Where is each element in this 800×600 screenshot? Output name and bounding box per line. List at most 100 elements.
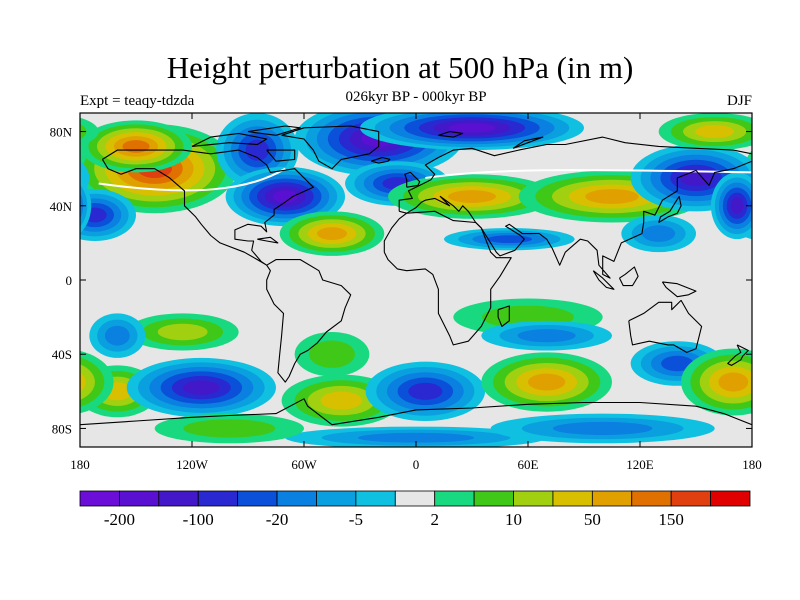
x-tick-label: 120W: [176, 457, 209, 472]
colorbar-label: -100: [183, 510, 214, 529]
colorbar-box: [276, 490, 317, 507]
contour-band: [183, 419, 276, 438]
colorbar-box: [119, 490, 160, 507]
contour-band: [157, 323, 208, 341]
coastline: [592, 270, 615, 290]
x-tick-label: 180: [742, 457, 762, 472]
contour-band: [408, 382, 443, 400]
contour-band: [448, 123, 496, 133]
colorbar-box: [591, 490, 633, 507]
contour-band: [80, 117, 99, 146]
colorbar-box: [631, 490, 672, 507]
contour-band: [585, 189, 639, 204]
anomaly-feature: [360, 113, 584, 151]
coastline: [727, 344, 749, 366]
anomaly-feature: [285, 426, 547, 447]
contour-band: [183, 380, 220, 395]
map-axes: 180 120W 60W 0 60E 120E 180 80N 40N 0 40S 80S: [50, 113, 762, 472]
y-tick-label: 80S: [52, 421, 72, 436]
x-tick-label: 120E: [626, 457, 654, 472]
anomaly-feature: [294, 331, 370, 377]
anomaly-feature: [80, 348, 752, 416]
contour-band: [730, 197, 744, 214]
anomaly-feature: [80, 113, 752, 151]
colorbar-box: [355, 490, 396, 507]
contour-band: [552, 421, 653, 436]
anomaly-feature: [481, 352, 612, 412]
contour-band: [317, 227, 347, 240]
contour-band: [272, 190, 298, 203]
colorbar-label: 2: [430, 510, 439, 529]
colorbar-label: -5: [349, 510, 363, 529]
contour-band: [80, 372, 86, 392]
anomaly-feature: [279, 211, 385, 256]
anomaly-feature: [126, 313, 239, 351]
contour-band: [517, 329, 576, 343]
y-tick-label: 80N: [50, 125, 73, 140]
colorbar-label: -20: [266, 510, 289, 529]
zero-contour-line: [98, 167, 286, 192]
coastline: [266, 259, 352, 383]
x-tick-label: 0: [413, 457, 420, 472]
anomaly-feature: [365, 361, 486, 422]
contour-band: [448, 190, 496, 203]
colorbar-box: [158, 490, 199, 507]
anomaly-feature: [80, 120, 192, 173]
coastline: [247, 125, 301, 136]
colorbar-box: [434, 490, 475, 507]
colorbar-box: [710, 490, 751, 507]
contour-band: [122, 140, 150, 153]
coastline: [497, 305, 510, 327]
contour-band: [486, 235, 533, 244]
contour-band: [661, 355, 694, 372]
colorbar-box: [79, 490, 120, 507]
anomaly-feature: [154, 413, 304, 444]
coastline: [383, 210, 512, 346]
season-label: DJF: [726, 93, 752, 109]
x-tick-label: 180: [70, 457, 90, 472]
coastline: [101, 149, 314, 266]
colorbar-box: [237, 490, 278, 507]
coastline: [371, 156, 391, 164]
anomaly-feature: [621, 215, 697, 253]
contour-band: [642, 225, 676, 242]
colorbar-box: [197, 490, 239, 507]
coastline: [628, 299, 703, 353]
contour-band: [718, 372, 749, 392]
chart-subtitle: 026kyr BP - 000kyr BP: [345, 89, 487, 105]
anomaly-feature: [126, 357, 277, 418]
anomaly-feature: [80, 172, 752, 240]
colorbar-label: 150: [658, 510, 684, 529]
chart-title: Height perturbation at 500 hPa (in m): [166, 50, 634, 85]
colorbar-box: [552, 490, 593, 507]
coastline: [661, 281, 697, 298]
colorbar-labels: -200 -100 -20 -5 2 10 50 150: [104, 510, 684, 529]
contour-band: [357, 432, 475, 443]
coastline: [619, 266, 639, 287]
coastline: [257, 236, 279, 244]
coastline: [438, 131, 464, 138]
anomaly-feature: [490, 413, 715, 444]
coastline: [281, 125, 380, 170]
colorbar-box: [513, 490, 554, 507]
coastline: [398, 136, 752, 279]
colorbar-label: -200: [104, 510, 135, 529]
anomaly-feature: [89, 313, 146, 358]
colorbar-label: 10: [505, 510, 522, 529]
coastline: [658, 195, 682, 223]
experiment-label: Expt = teaqy-tdzda: [80, 93, 195, 109]
colorbar-box: [670, 490, 711, 507]
contour-band: [695, 125, 735, 139]
coastlines: [80, 125, 752, 426]
coastline: [404, 171, 421, 188]
contour-band: [80, 364, 95, 400]
contour-band: [528, 373, 566, 391]
coastline: [266, 149, 296, 162]
coastline: [191, 132, 268, 147]
colorbar-box: [316, 490, 357, 507]
anomaly-feature: [388, 174, 556, 219]
colorbar-box: [394, 490, 436, 507]
x-tick-label: 60E: [518, 457, 539, 472]
